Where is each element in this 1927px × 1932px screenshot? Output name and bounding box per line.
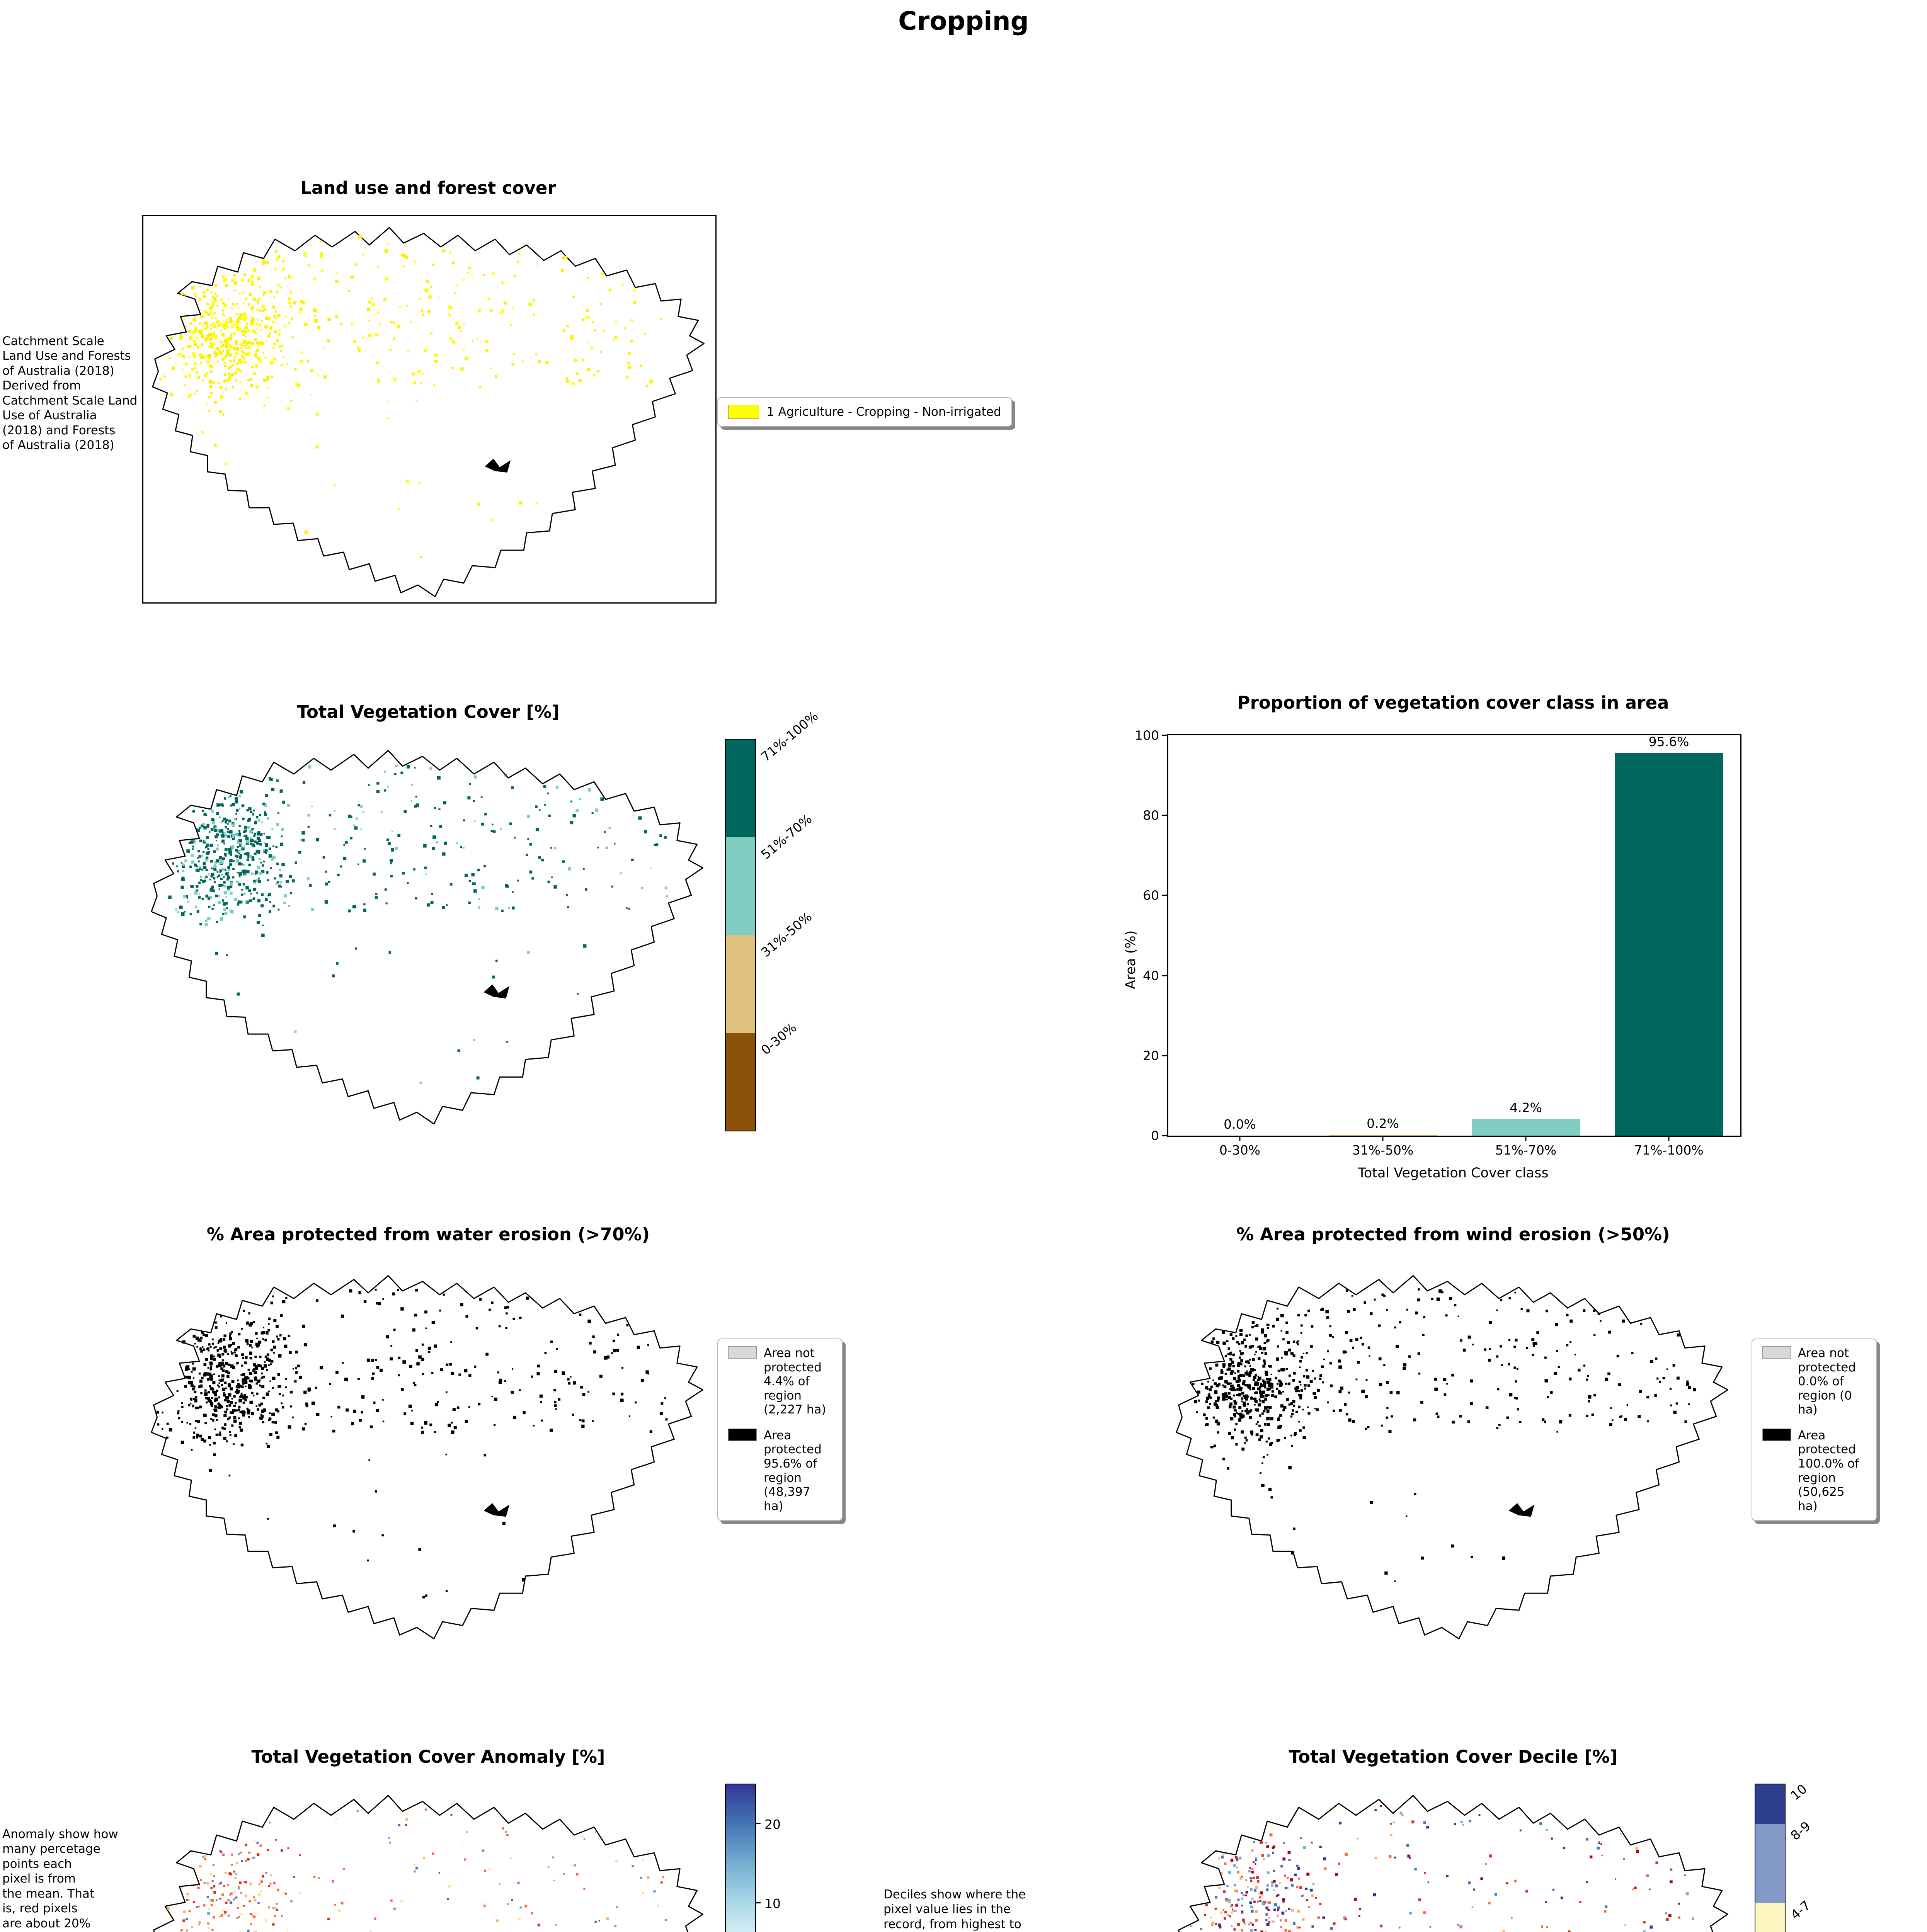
y-axis-label: Area (%): [1123, 930, 1139, 989]
proportion-chart-title: Proportion of vegetation cover class in …: [1237, 692, 1669, 713]
wind-erosion-map: [1167, 1264, 1739, 1645]
bar-slot: 4.2%: [1454, 735, 1597, 1136]
anomaly-title: Total Vegetation Cover Anomaly [%]: [251, 1747, 605, 1767]
bar-value-label: 0.0%: [1224, 1117, 1256, 1132]
water-erosion-legend: Area not protected 4.4% of region (2,227…: [717, 1338, 843, 1521]
colorbar-label: 0-30%: [758, 1020, 799, 1058]
bar-slot: 0.0%: [1168, 735, 1311, 1136]
colorbar-segment: [726, 740, 755, 837]
decile-map: [1167, 1784, 1739, 1932]
veg-cover-map-canvas: [142, 739, 714, 1130]
protected-label: Area protected 100.0% of region (50,625 …: [1798, 1428, 1859, 1513]
bar-51-70: [1472, 1119, 1580, 1136]
cropping-legend-swatch: [728, 405, 759, 419]
cropping-legend-label: 1 Agriculture - Cropping - Non-irrigated: [767, 405, 1001, 419]
x-tick-label: 51%-70%: [1495, 1143, 1557, 1158]
colorbar-label: 8-9: [1787, 1818, 1813, 1844]
y-tick-label: 100: [1135, 728, 1159, 743]
landuse-legend: 1 Agriculture - Cropping - Non-irrigated: [717, 397, 1012, 427]
not-protected-swatch: [728, 1346, 757, 1359]
landuse-title: Land use and forest cover: [300, 178, 556, 198]
protected-swatch: [1762, 1428, 1791, 1441]
water-erosion-map-canvas: [142, 1264, 714, 1645]
x-tick-label: 71%-100%: [1634, 1143, 1704, 1158]
bar-value-label: 0.2%: [1367, 1116, 1399, 1131]
x-tick-label: 0-30%: [1219, 1143, 1261, 1158]
x-tick-label: 31%-50%: [1352, 1143, 1414, 1158]
not-protected-swatch: [1762, 1346, 1791, 1359]
protected-swatch: [728, 1428, 757, 1441]
not-protected-label: Area not protected 0.0% of region (0 ha): [1798, 1346, 1856, 1417]
wind-erosion-title: % Area protected from wind erosion (>50%…: [1236, 1224, 1670, 1245]
bar-value-label: 95.6%: [1648, 734, 1689, 749]
bar-31-50: [1329, 1134, 1437, 1136]
x-tick-mark: [1525, 1136, 1527, 1141]
water-erosion-title: % Area protected from water erosion (>70…: [206, 1224, 650, 1245]
colorbar-tick-mark: [755, 1902, 761, 1904]
decile-title: Total Vegetation Cover Decile [%]: [1289, 1747, 1618, 1767]
wind-erosion-legend: Area not protected 0.0% of region (0 ha)…: [1752, 1338, 1877, 1521]
landuse-source-note: Catchment Scale Land Use and Forests of …: [2, 334, 138, 452]
proportion-chart-plot-area: 0 20 40 60 80 100 0.0% 0.2% 4.2% 95.6% 0…: [1135, 728, 1741, 1158]
decile-map-canvas: [1167, 1784, 1739, 1932]
decile-colorbar: 10 8-9 4-7 2-3 1: [1755, 1781, 1813, 1932]
colorbar-label: 51%-70%: [758, 811, 815, 862]
x-tick-mark: [1382, 1136, 1384, 1141]
colorbar-segment: [726, 1033, 755, 1131]
bar-71-100: [1615, 753, 1723, 1136]
legend-item: Area not protected 4.4% of region (2,227…: [728, 1346, 826, 1417]
legend-item: Area not protected 0.0% of region (0 ha): [1762, 1346, 1856, 1417]
y-tick-mark: [1162, 975, 1168, 976]
y-tick-mark: [1162, 1135, 1168, 1136]
y-tick-label: 80: [1143, 808, 1159, 823]
bar-value-label: 4.2%: [1510, 1100, 1542, 1115]
anomaly-colorbar: 20 10 0 −10 −20: [725, 1784, 781, 1932]
landuse-map: [142, 215, 717, 604]
colorbar-tick-label: 20: [764, 1817, 781, 1832]
colorbar-tick-label: 10: [764, 1896, 781, 1912]
y-tick-label: 0: [1151, 1128, 1159, 1143]
bar-slot: 0.2%: [1311, 735, 1454, 1136]
water-erosion-map: [142, 1264, 714, 1645]
wind-erosion-map-canvas: [1167, 1264, 1739, 1645]
anomaly-map-canvas: [142, 1784, 714, 1932]
colorbar-label: 10: [1787, 1781, 1810, 1803]
x-axis-label: Total Vegetation Cover class: [1358, 1165, 1549, 1181]
y-tick-label: 20: [1143, 1048, 1159, 1063]
colorbar-label: 71%-100%: [758, 708, 821, 765]
legend-item: Area protected 95.6% of region (48,397 h…: [728, 1428, 822, 1513]
y-tick-label: 60: [1143, 888, 1159, 903]
colorbar-segment: [726, 935, 755, 1033]
y-tick-mark: [1162, 735, 1168, 736]
decile-explainer-text: Deciles show where the pixel value lies …: [883, 1888, 1026, 1931]
anomaly-explainer-text: Anomaly show how many percetage points e…: [2, 1827, 118, 1932]
x-tick-mark: [1239, 1136, 1241, 1141]
colorbar-segment: [1755, 1903, 1785, 1932]
veg-cover-colorbar: 71%-100% 51%-70% 31%-50% 0-30%: [725, 708, 821, 1131]
colorbar-segment: [1755, 1784, 1785, 1824]
colorbar-label: 4-7: [1787, 1898, 1813, 1923]
anomaly-map: [142, 1784, 714, 1932]
veg-cover-title: Total Vegetation Cover [%]: [297, 702, 560, 722]
colorbar-label: 31%-50%: [758, 909, 815, 960]
y-tick-mark: [1162, 1055, 1168, 1056]
y-tick-mark: [1162, 815, 1168, 816]
colorbar-segment: [1755, 1824, 1785, 1903]
page-title: Cropping: [898, 6, 1029, 36]
colorbar-tick-mark: [755, 1823, 761, 1825]
y-tick-mark: [1162, 895, 1168, 896]
legend-item: Area protected 100.0% of region (50,625 …: [1762, 1428, 1859, 1513]
not-protected-label: Area not protected 4.4% of region (2,227…: [764, 1346, 826, 1417]
veg-cover-map: [142, 739, 714, 1130]
x-tick-mark: [1668, 1136, 1670, 1141]
landuse-map-canvas: [143, 216, 715, 602]
y-tick-label: 40: [1143, 968, 1159, 983]
bar-slot: 95.6%: [1597, 734, 1740, 1136]
protected-label: Area protected 95.6% of region (48,397 h…: [764, 1428, 822, 1513]
colorbar-segment: [726, 837, 755, 935]
